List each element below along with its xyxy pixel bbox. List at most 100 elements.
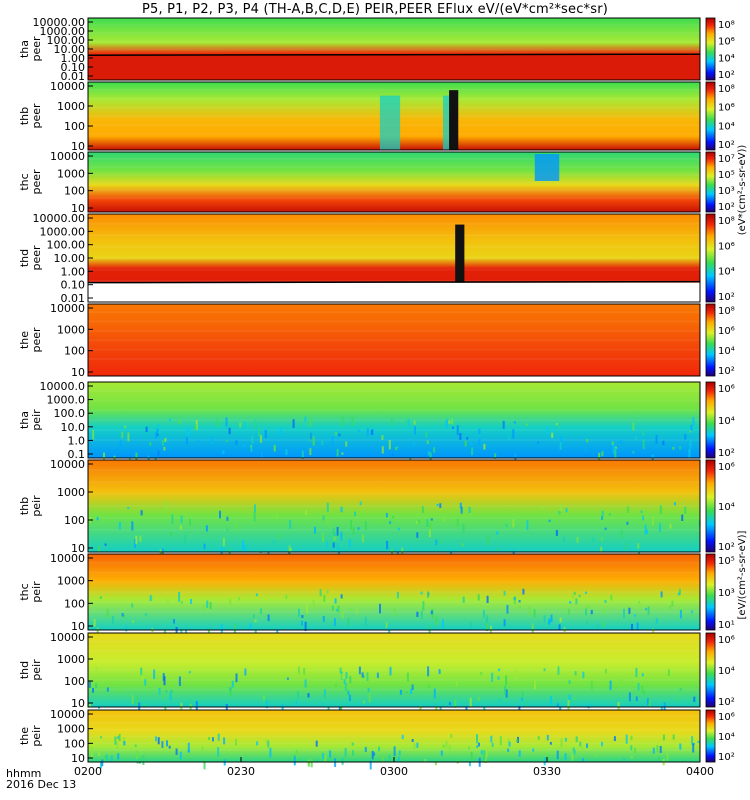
colorbar-tick-label: 10² (718, 366, 735, 377)
noise-pixel (334, 758, 337, 767)
noise-pixel (170, 689, 173, 693)
noise-pixel (364, 616, 367, 626)
noise-pixel (341, 673, 344, 679)
noise-pixel (628, 607, 631, 614)
colorbar-tick-label: 10⁶ (718, 326, 735, 337)
noise-pixel (525, 701, 528, 707)
noise-pixel (522, 588, 525, 595)
noise-pixel (478, 439, 481, 446)
noise-pixel (203, 759, 206, 770)
noise-pixel (336, 448, 339, 457)
noise-pixel (626, 521, 629, 525)
noise-pixel (390, 419, 393, 426)
noise-pixel (131, 694, 134, 705)
noise-pixel (413, 443, 415, 446)
noise-pixel (288, 545, 291, 554)
colorbar-tick-label: 10⁴ (718, 267, 735, 278)
noise-pixel (118, 733, 121, 741)
noise-pixel (416, 611, 419, 617)
noise-pixel (678, 588, 681, 595)
noise-pixel (461, 542, 464, 547)
colorbar-tick-label: 10⁸ (718, 20, 735, 31)
spectrogram-fill (88, 382, 700, 458)
noise-pixel (512, 429, 515, 439)
noise-pixel (136, 696, 139, 705)
noise-pixel (428, 625, 431, 633)
noise-pixel (405, 419, 408, 424)
noise-pixel (324, 754, 327, 762)
noise-pixel (258, 427, 260, 436)
noise-pixel (609, 680, 612, 691)
noise-pixel (352, 750, 354, 756)
noise-pixel (388, 754, 391, 763)
noise-pixel (376, 672, 379, 679)
noise-pixel (645, 608, 648, 611)
noise-pixel (586, 438, 589, 443)
noise-pixel (354, 511, 357, 517)
noise-pixel (436, 503, 439, 507)
noise-pixel (672, 446, 675, 450)
noise-pixel (166, 598, 169, 605)
noise-pixel (265, 700, 268, 709)
species-label: peer (30, 245, 43, 271)
noise-pixel (630, 735, 633, 741)
noise-pixel (371, 750, 374, 760)
noise-pixel (95, 666, 98, 672)
panel-thb-peir: 10000 1000 100 10 thb peir 10⁶ 10⁴ 10² (18, 458, 735, 561)
noise-pixel (336, 526, 339, 536)
y-tick-label: 1000.0 (47, 394, 86, 407)
noise-pixel (560, 738, 563, 748)
noise-pixel (397, 756, 400, 762)
noise-pixel (637, 683, 640, 691)
noise-pixel (496, 531, 499, 535)
noise-pixel (278, 533, 280, 538)
texture-band (88, 280, 700, 282)
noise-pixel (100, 736, 102, 739)
noise-pixel (98, 545, 100, 552)
y-tick-label: 10000.00 (33, 16, 86, 29)
noise-pixel (297, 691, 300, 700)
noise-pixel (442, 744, 445, 748)
noise-pixel (676, 698, 679, 701)
noise-pixel (370, 430, 373, 435)
noise-pixel (567, 700, 570, 710)
texture-band (88, 581, 700, 584)
noise-pixel (434, 761, 437, 766)
noise-pixel (341, 416, 344, 427)
noise-pixel (671, 600, 674, 607)
noise-pixel (341, 610, 344, 619)
noise-pixel (476, 745, 479, 748)
noise-pixel (323, 594, 326, 602)
texture-band (88, 728, 700, 731)
noise-pixel (184, 534, 187, 544)
noise-pixel (215, 686, 218, 689)
noise-pixel (626, 506, 629, 513)
x-axis-unit-label: hhmm (6, 767, 42, 780)
noise-pixel (393, 608, 396, 617)
y-tick-label: 100 (64, 597, 85, 610)
noise-pixel (513, 596, 516, 605)
noise-pixel (443, 517, 446, 522)
noise-pixel (323, 695, 326, 698)
y-tick-label: 1000 (57, 167, 85, 180)
noise-pixel (612, 444, 615, 454)
noise-pixel (482, 610, 485, 618)
spectrogram-fill (88, 633, 700, 707)
noise-pixel (373, 752, 376, 756)
texture-band (88, 409, 700, 412)
noise-pixel (652, 628, 655, 636)
noise-pixel (95, 683, 98, 689)
noise-pixel (684, 506, 687, 514)
noise-pixel (517, 736, 519, 743)
noise-pixel (298, 608, 300, 617)
species-label: peer (30, 36, 43, 62)
y-tick-label: 10 (71, 366, 85, 379)
x-tick-label: 0400 (686, 765, 714, 778)
noise-pixel (210, 437, 213, 445)
y-tick-label: 10000 (50, 302, 85, 315)
noise-pixel (484, 755, 487, 763)
panel-frame (87, 632, 701, 708)
colorbar-tick-label: 10⁸ (718, 306, 735, 317)
noise-pixel (533, 609, 536, 618)
